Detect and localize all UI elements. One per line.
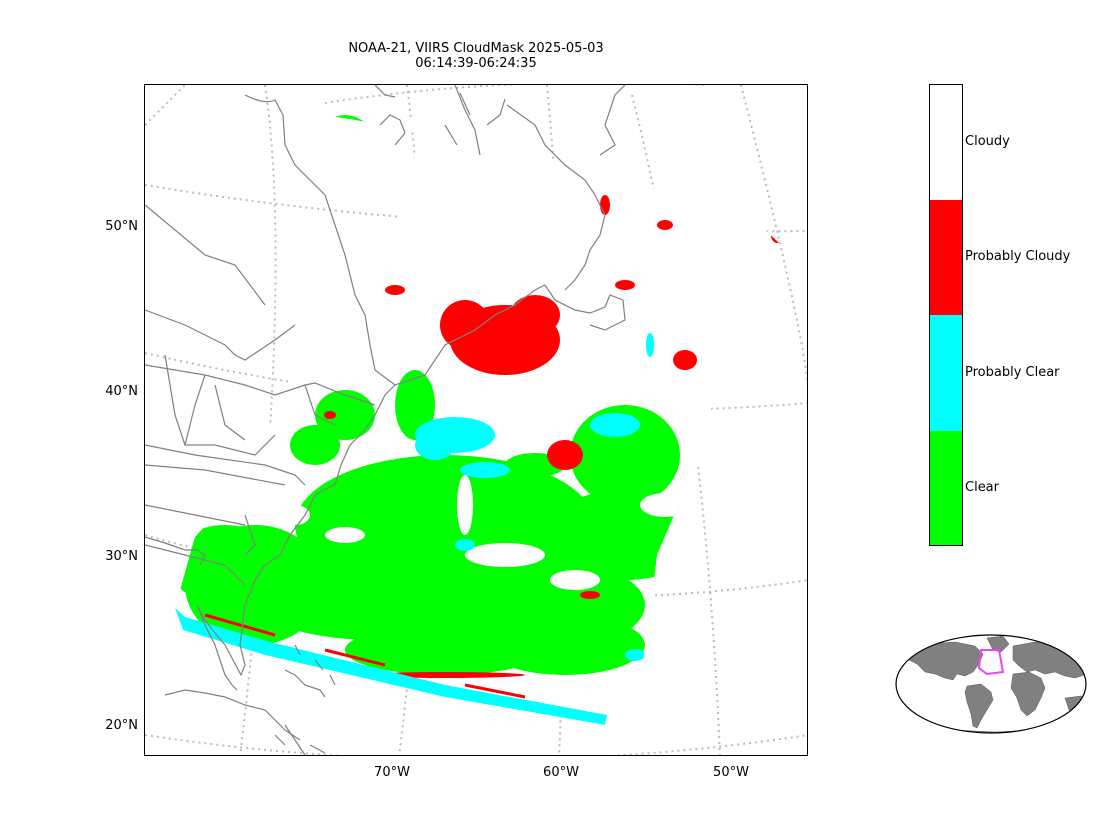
- lon-label-60w: 60°W: [543, 765, 579, 780]
- lat-label-30n: 30°N: [105, 549, 138, 564]
- cloud-mask-colorbar: [929, 84, 963, 546]
- lon-label-70w: 70°W: [374, 765, 410, 780]
- lon-label-50w: 50°W: [713, 765, 749, 780]
- cloud-mask-swath: [175, 113, 779, 725]
- cloud-mask-map[interactable]: [144, 84, 808, 756]
- lat-label-40n: 40°N: [105, 384, 138, 399]
- lat-label-50n: 50°N: [105, 219, 138, 234]
- colorbar-label-probably-cloudy: Probably Cloudy: [965, 249, 1071, 264]
- map-canvas: [145, 85, 807, 755]
- coastlines: [145, 85, 626, 755]
- colorbar-swatch-probably-clear: [930, 315, 962, 431]
- map-title-line2: 06:14:39-06:24:35: [415, 56, 537, 71]
- colorbar-label-cloudy: Cloudy: [965, 134, 1010, 149]
- globe-inset-map: [895, 634, 1087, 734]
- inset-domain-box: [977, 649, 1005, 676]
- colorbar-swatch-probably-cloudy: [930, 200, 962, 315]
- colorbar-label-clear: Clear: [965, 480, 999, 495]
- map-title-line1: NOAA-21, VIIRS CloudMask 2025-05-03: [348, 41, 604, 56]
- globe-inset-canvas: [895, 634, 1087, 734]
- colorbar-swatch-clear: [930, 431, 962, 545]
- lat-label-20n: 20°N: [105, 718, 138, 733]
- colorbar-swatch-cloudy: [930, 85, 962, 200]
- colorbar-label-probably-clear: Probably Clear: [965, 365, 1060, 380]
